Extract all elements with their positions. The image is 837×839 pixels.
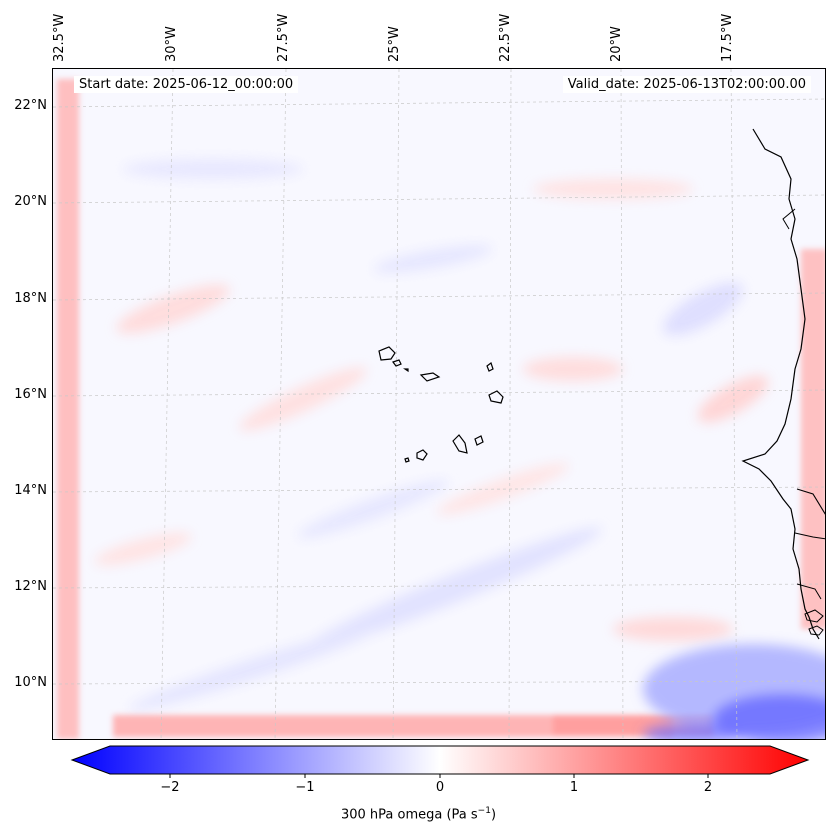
omega-field <box>53 69 825 739</box>
lat-label-10n: 10°N <box>14 675 47 690</box>
lon-label-20w: 20°W <box>609 26 624 62</box>
lat-label-12n: 12°N <box>14 579 47 594</box>
lon-label-25w: 25°W <box>387 26 402 62</box>
cbar-tick-0: 0 <box>435 780 445 795</box>
lon-label-27-5w: 27.5°W <box>276 13 291 62</box>
lat-label-18n: 18°N <box>14 291 47 306</box>
lat-label-14n: 14°N <box>14 483 47 498</box>
colorbar-label-sup: −1 <box>477 806 491 816</box>
map-panel[interactable] <box>52 68 826 740</box>
lat-label-16n: 16°N <box>14 387 47 402</box>
lon-label-30w: 30°W <box>164 26 179 62</box>
cape-verde-islands <box>378 346 504 463</box>
lon-label-22-5w: 22.5°W <box>498 13 513 62</box>
cbar-tick-1: 1 <box>569 780 579 795</box>
colorbar-label: 300 hPa omega (Pa s−1) <box>0 806 837 822</box>
lon-label-32-5w: 32.5°W <box>52 13 67 62</box>
colorbar <box>70 745 810 778</box>
lat-label-20n: 20°N <box>14 194 47 209</box>
start-date-label: Start date: 2025-06-12_00:00:00 <box>74 76 299 93</box>
valid-date-label: Valid_date: 2025-06-13T02:00:00.00 <box>562 76 811 93</box>
cbar-tick-neg1: −1 <box>295 780 315 795</box>
cbar-tick-neg2: −2 <box>160 780 180 795</box>
cbar-tick-2: 2 <box>703 780 713 795</box>
coastline <box>741 128 820 640</box>
colorbar-label-close: ) <box>490 807 497 823</box>
lon-label-17-5w: 17.5°W <box>720 13 735 62</box>
lat-label-22n: 22°N <box>14 98 47 113</box>
colorbar-ticks <box>169 774 709 778</box>
colorbar-label-main: 300 hPa omega (Pa s <box>340 807 478 823</box>
